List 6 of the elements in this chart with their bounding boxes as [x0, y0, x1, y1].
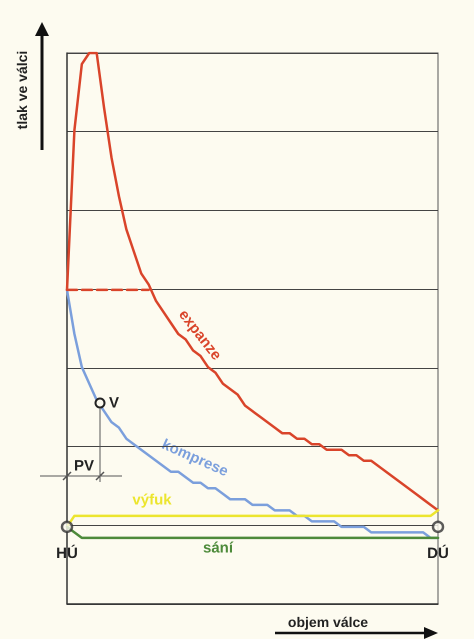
series-label: výfuk	[132, 492, 172, 508]
y-axis-title: tlak ve válci	[14, 50, 30, 130]
series-label: sání	[202, 540, 234, 556]
annotation: V	[109, 394, 120, 412]
x-axis-title: objem válce	[288, 614, 368, 630]
annotation: PV	[74, 458, 94, 474]
